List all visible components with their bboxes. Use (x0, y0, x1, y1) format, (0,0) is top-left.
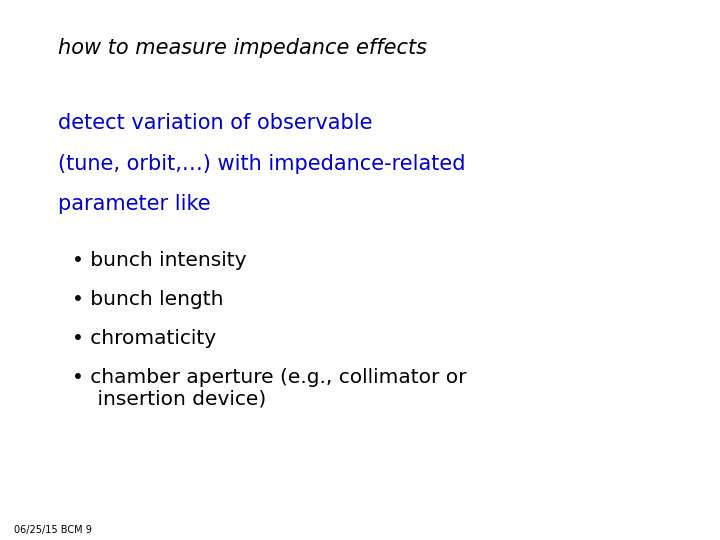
Text: parameter like: parameter like (58, 194, 210, 214)
Text: 06/25/15 BCM 9: 06/25/15 BCM 9 (14, 524, 92, 535)
Text: • chromaticity: • chromaticity (72, 329, 216, 348)
Text: • bunch length: • bunch length (72, 290, 223, 309)
Text: (tune, orbit,…) with impedance-related: (tune, orbit,…) with impedance-related (58, 154, 465, 174)
Text: how to measure impedance effects: how to measure impedance effects (58, 38, 426, 58)
Text: • bunch intensity: • bunch intensity (72, 251, 246, 270)
Text: • chamber aperture (e.g., collimator or
    insertion device): • chamber aperture (e.g., collimator or … (72, 368, 467, 409)
Text: detect variation of observable: detect variation of observable (58, 113, 372, 133)
